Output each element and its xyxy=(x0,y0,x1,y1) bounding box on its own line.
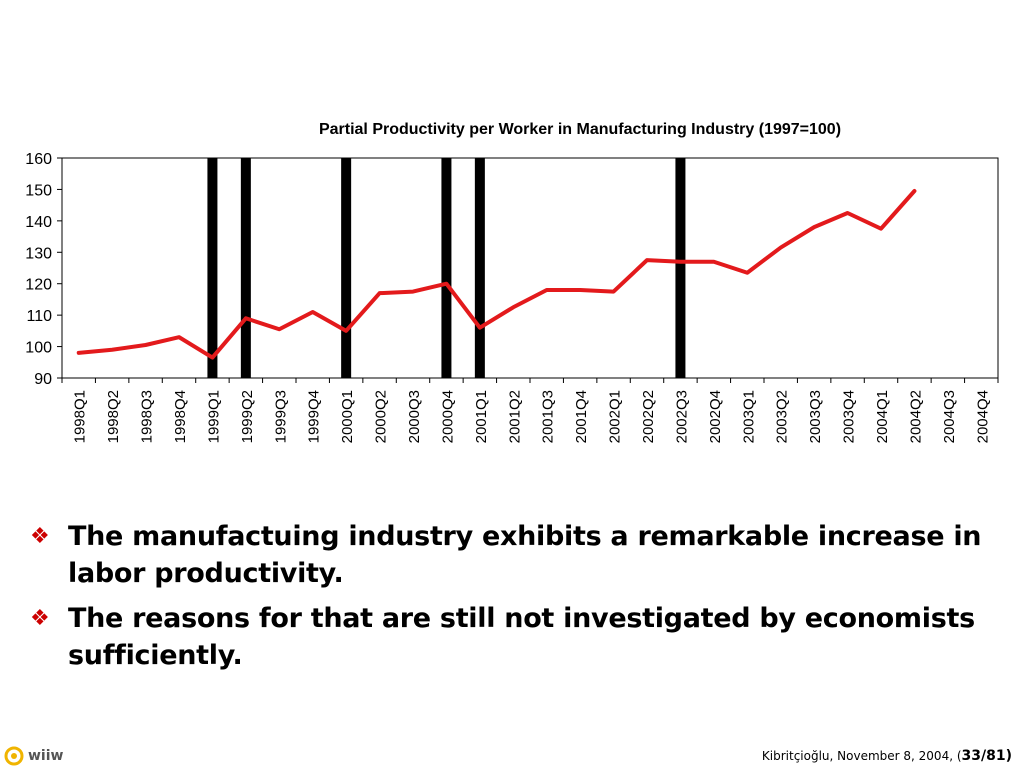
y-tick-label: 150 xyxy=(25,182,52,199)
x-tick-label: 1998Q3 xyxy=(139,390,156,443)
x-tick-label: 1999Q2 xyxy=(239,390,256,443)
plot-area xyxy=(61,157,999,379)
y-tick-label: 160 xyxy=(25,151,52,168)
diamond-bullet-icon: ❖ xyxy=(30,524,50,549)
x-tick-label: 2003Q2 xyxy=(774,390,791,443)
x-tick-label: 2001Q3 xyxy=(540,390,557,443)
vertical-marker-bar xyxy=(207,158,218,378)
x-tick-label: 1998Q4 xyxy=(172,390,189,443)
x-tick-label: 1998Q2 xyxy=(105,390,122,443)
x-tick-label: 2004Q2 xyxy=(907,390,924,443)
x-tick-label: 1998Q1 xyxy=(72,390,89,443)
x-tick-label: 1999Q1 xyxy=(205,390,222,443)
x-tick-label: 2002Q1 xyxy=(607,390,624,443)
diamond-bullet-icon: ❖ xyxy=(30,606,50,631)
x-tick-label: 2000Q1 xyxy=(339,390,356,443)
footer-author-date: Kibritçioğlu, November 8, 2004, ( xyxy=(761,749,962,763)
x-tick-label: 2003Q4 xyxy=(841,390,858,443)
x-tick-label: 2004Q4 xyxy=(974,390,991,443)
bullet-item: ❖ The reasons for that are still not inv… xyxy=(30,600,1020,674)
footer-page-number: 33/81) xyxy=(961,748,1012,764)
x-tick-label: 2004Q3 xyxy=(941,390,958,443)
y-tick-label: 100 xyxy=(25,340,52,357)
x-tick-label: 2001Q1 xyxy=(473,390,490,443)
bullet-list: ❖ The manufactuing industry exhibits a r… xyxy=(30,518,1020,682)
series-line xyxy=(76,189,917,360)
bullet-text: The reasons for that are still not inves… xyxy=(68,603,975,671)
bullet-text: The manufactuing industry exhibits a rem… xyxy=(68,521,982,589)
vertical-marker-bar xyxy=(675,158,686,378)
bullet-item: ❖ The manufactuing industry exhibits a r… xyxy=(30,518,1020,592)
y-tick-label: 130 xyxy=(25,245,52,262)
x-tick-label: 2000Q3 xyxy=(406,390,423,443)
x-tick-label: 2002Q3 xyxy=(673,390,690,443)
vertical-marker-bar xyxy=(240,158,251,378)
slide-footer: Kibritçioğlu, November 8, 2004, (33/81) xyxy=(762,748,1012,764)
x-tick-label: 2001Q2 xyxy=(506,390,523,443)
x-tick-label: 2000Q4 xyxy=(439,390,456,443)
x-tick-label: 1999Q3 xyxy=(272,390,289,443)
x-tick-label: 2003Q3 xyxy=(807,390,824,443)
y-tick-label: 140 xyxy=(25,214,52,231)
chart-title: Partial Productivity per Worker in Manuf… xyxy=(319,121,841,138)
vertical-marker-bar xyxy=(441,158,452,378)
y-tick-label: 120 xyxy=(25,277,52,294)
productivity-chart: Partial Productivity per Worker in Manuf… xyxy=(25,121,999,443)
x-tick-label: 2004Q1 xyxy=(874,390,891,443)
y-tick-label: 110 xyxy=(26,308,52,325)
y-tick-label: 90 xyxy=(34,371,52,388)
x-tick-label: 2003Q1 xyxy=(740,390,757,443)
x-tick-label: 2002Q4 xyxy=(707,390,724,443)
vertical-marker-bar xyxy=(474,158,485,378)
wiiw-logo-icon xyxy=(4,746,24,766)
logo-text: wiiw xyxy=(28,748,64,764)
x-tick-label: 2002Q2 xyxy=(640,390,657,443)
x-tick-label: 2001Q4 xyxy=(573,390,590,443)
x-tick-label: 1999Q4 xyxy=(306,390,323,443)
x-tick-label: 2000Q2 xyxy=(373,390,390,443)
vertical-marker-bar xyxy=(341,158,352,378)
wiiw-logo: wiiw xyxy=(4,744,63,768)
